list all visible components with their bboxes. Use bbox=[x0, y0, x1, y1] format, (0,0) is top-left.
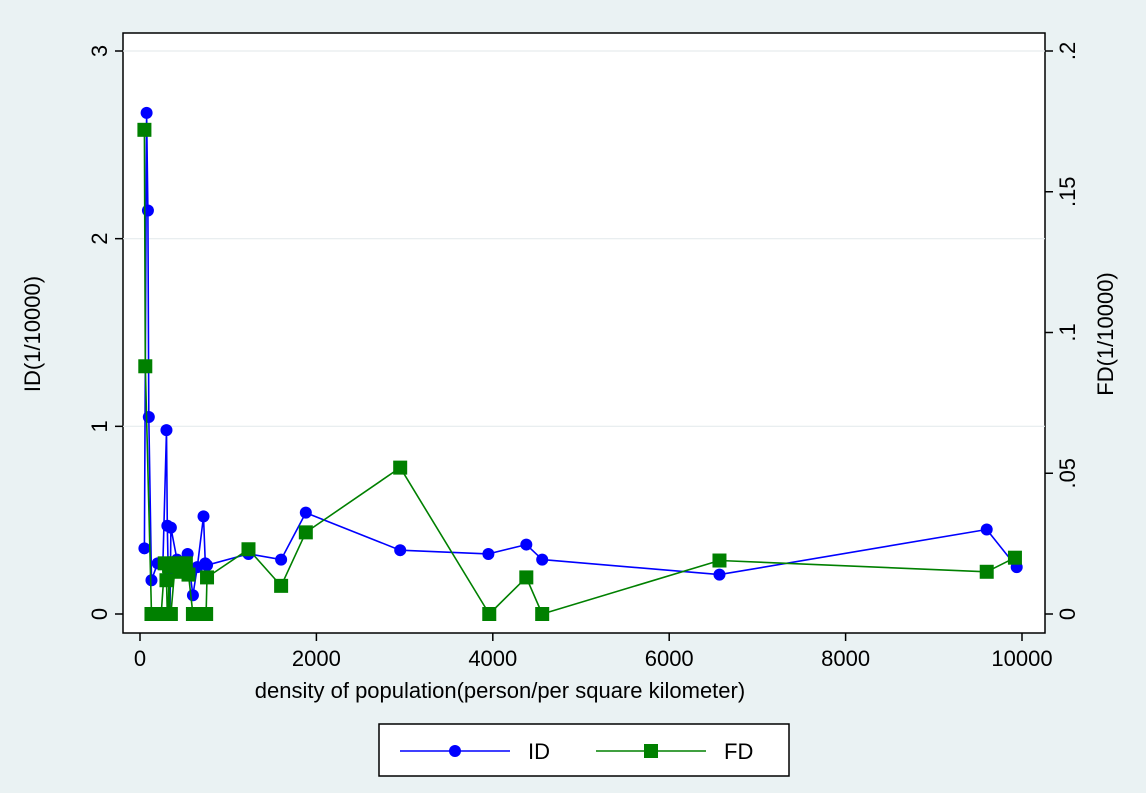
x-axis-title: density of population(person/per square … bbox=[255, 678, 745, 703]
point-fd-6 bbox=[159, 573, 174, 588]
point-fd-24 bbox=[393, 460, 408, 475]
point-id-26 bbox=[536, 553, 549, 566]
point-fd-15 bbox=[181, 567, 196, 582]
point-fd-30 bbox=[1007, 550, 1022, 565]
point-id-24 bbox=[482, 547, 495, 560]
point-id-3 bbox=[142, 410, 155, 423]
legend-fd-marker bbox=[644, 744, 658, 758]
x-tick-label-4: 8000 bbox=[821, 646, 870, 671]
point-id-0 bbox=[138, 542, 151, 555]
point-fd-25 bbox=[482, 607, 497, 621]
point-fd-20 bbox=[200, 570, 215, 585]
point-id-2 bbox=[141, 204, 154, 217]
x-tick-label-0: 0 bbox=[134, 646, 146, 671]
y1-axis-title: ID(1/10000) bbox=[20, 276, 45, 392]
point-id-15 bbox=[186, 589, 199, 602]
point-id-23 bbox=[394, 544, 407, 557]
series-layer bbox=[137, 106, 1023, 621]
x-tick-label-1: 2000 bbox=[292, 646, 341, 671]
legend-id-label: ID bbox=[528, 739, 550, 764]
point-fd-22 bbox=[274, 578, 289, 593]
point-id-7 bbox=[160, 424, 173, 437]
x-tick-label-2: 4000 bbox=[468, 646, 517, 671]
legend-id-marker bbox=[449, 745, 461, 757]
x-tick-label-5: 10000 bbox=[991, 646, 1052, 671]
y1-tick-label-1: 1 bbox=[87, 420, 112, 432]
point-id-27 bbox=[713, 568, 726, 581]
y1-tick-label-2: 2 bbox=[87, 233, 112, 245]
point-id-22 bbox=[299, 506, 312, 519]
point-fd-14 bbox=[178, 556, 193, 571]
point-fd-19 bbox=[199, 607, 214, 621]
plot-area bbox=[122, 32, 1046, 634]
point-id-1 bbox=[140, 106, 153, 119]
grid-lines bbox=[123, 50, 1045, 427]
point-id-28 bbox=[980, 523, 993, 536]
point-fd-11 bbox=[163, 607, 178, 621]
point-id-17 bbox=[197, 510, 210, 523]
y2-tick-label-1: .05 bbox=[1055, 458, 1080, 489]
point-id-25 bbox=[520, 538, 533, 551]
x-tick-label-3: 6000 bbox=[645, 646, 694, 671]
y2-tick-label-3: .15 bbox=[1055, 176, 1080, 207]
point-id-19 bbox=[201, 559, 214, 572]
y1-tick-label-3: 3 bbox=[87, 45, 112, 57]
y1-tick-label-0: 0 bbox=[87, 608, 112, 620]
point-id-11 bbox=[164, 521, 177, 534]
legend: ID FD bbox=[378, 723, 790, 777]
point-fd-1 bbox=[138, 359, 153, 374]
legend-fd-label: FD bbox=[724, 739, 753, 764]
legend-box bbox=[378, 723, 790, 777]
point-fd-27 bbox=[535, 607, 550, 621]
point-fd-0 bbox=[137, 122, 152, 137]
y2-tick-label-4: .2 bbox=[1055, 42, 1080, 60]
point-fd-29 bbox=[979, 564, 994, 579]
point-id-4 bbox=[145, 574, 158, 587]
y2-tick-label-2: .1 bbox=[1055, 323, 1080, 341]
axes: 0 2000 4000 6000 8000 10000 0 1 2 3 0 .05 .1 .15 .2 bbox=[87, 42, 1080, 671]
y2-axis-title: FD(1/10000) bbox=[1093, 272, 1118, 396]
point-fd-28 bbox=[712, 553, 727, 568]
point-fd-21 bbox=[241, 542, 256, 557]
point-id-21 bbox=[275, 553, 288, 566]
y2-tick-label-0: 0 bbox=[1055, 608, 1080, 620]
point-fd-26 bbox=[519, 570, 534, 585]
point-fd-23 bbox=[298, 525, 313, 540]
